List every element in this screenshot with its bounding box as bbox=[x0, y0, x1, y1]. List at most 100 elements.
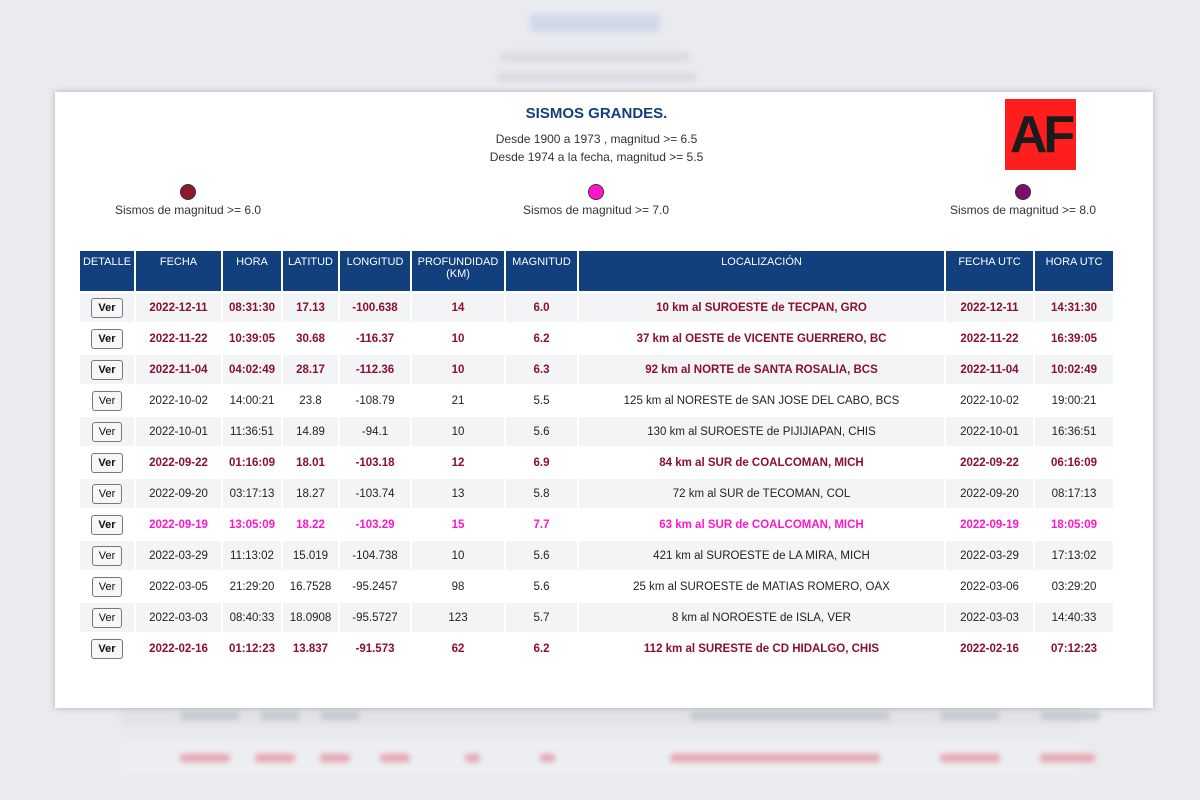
ver-button[interactable]: Ver bbox=[91, 390, 123, 411]
longitude-cell: -104.738 bbox=[340, 541, 410, 570]
magnitude-cell: 6.2 bbox=[506, 634, 577, 663]
ver-button[interactable]: Ver bbox=[91, 607, 123, 628]
longitude-cell: -91.573 bbox=[340, 634, 410, 663]
longitude-cell: -103.74 bbox=[340, 479, 410, 508]
table-body: Ver 2022-12-11 08:31:30 17.13 -100.638 14 6.0 1… bbox=[80, 293, 1113, 663]
table-row: Ver 2022-11-04 04:02:49 28.17 -112.36 10 6.3 92… bbox=[80, 355, 1113, 384]
ver-button[interactable]: Ver bbox=[91, 514, 123, 535]
latitude-cell: 18.0908 bbox=[283, 603, 338, 632]
latitude-cell: 18.01 bbox=[283, 448, 338, 477]
detail-cell: Ver bbox=[80, 572, 134, 601]
ver-button[interactable]: Ver bbox=[91, 638, 123, 659]
col-header: LONGITUD bbox=[340, 251, 410, 291]
utc-time-cell: 07:12:23 bbox=[1035, 634, 1113, 663]
time-cell: 04:02:49 bbox=[223, 355, 281, 384]
table-row: Ver 2022-09-20 03:17:13 18.27 -103.74 13 5.8 72… bbox=[80, 479, 1113, 508]
table-row: Ver 2022-10-02 14:00:21 23.8 -108.79 21 5.5 125… bbox=[80, 386, 1113, 415]
ver-button[interactable]: Ver bbox=[91, 483, 123, 504]
ver-button[interactable]: Ver bbox=[91, 328, 123, 349]
time-cell: 21:29:20 bbox=[223, 572, 281, 601]
table-row: Ver 2022-03-05 21:29:20 16.7528 -95.2457 98 5.… bbox=[80, 572, 1113, 601]
depth-cell: 15 bbox=[412, 510, 504, 539]
table-row: Ver 2022-09-19 13:05:09 18.22 -103.29 15 7.7 63… bbox=[80, 510, 1113, 539]
longitude-cell: -95.5727 bbox=[340, 603, 410, 632]
detail-cell: Ver bbox=[80, 417, 134, 446]
table-row: Ver 2022-03-03 08:40:33 18.0908 -95.5727 123 5… bbox=[80, 603, 1113, 632]
legend-dot-icon bbox=[588, 184, 604, 200]
location-cell: 10 km al SUROESTE de TECPAN, GRO bbox=[579, 293, 944, 322]
magnitude-cell: 5.5 bbox=[506, 386, 577, 415]
location-cell: 84 km al SUR de COALCOMAN, MICH bbox=[579, 448, 944, 477]
col-header: FECHA UTC bbox=[946, 251, 1033, 291]
utc-time-cell: 03:29:20 bbox=[1035, 572, 1113, 601]
longitude-cell: -100.638 bbox=[340, 293, 410, 322]
detail-cell: Ver bbox=[80, 603, 134, 632]
legend-mag-8: Sismos de magnitud >= 8.0 bbox=[948, 184, 1098, 217]
utc-date-cell: 2022-10-01 bbox=[946, 417, 1033, 446]
latitude-cell: 30.68 bbox=[283, 324, 338, 353]
longitude-cell: -108.79 bbox=[340, 386, 410, 415]
earthquake-panel: AF SISMOS GRANDES. Desde 1900 a 1973 , m… bbox=[55, 92, 1153, 708]
location-cell: 72 km al SUR de TECOMAN, COL bbox=[579, 479, 944, 508]
ver-button[interactable]: Ver bbox=[91, 359, 123, 380]
date-cell: 2022-09-19 bbox=[136, 510, 221, 539]
utc-date-cell: 2022-12-11 bbox=[946, 293, 1033, 322]
utc-date-cell: 2022-11-22 bbox=[946, 324, 1033, 353]
legend-label: Sismos de magnitud >= 6.0 bbox=[114, 203, 262, 217]
detail-cell: Ver bbox=[80, 510, 134, 539]
time-cell: 10:39:05 bbox=[223, 324, 281, 353]
longitude-cell: -112.36 bbox=[340, 355, 410, 384]
page-title: SISMOS GRANDES. bbox=[525, 105, 668, 122]
location-cell: 37 km al OESTE de VICENTE GUERRERO, BC bbox=[579, 324, 944, 353]
ver-button[interactable]: Ver bbox=[91, 297, 123, 318]
depth-cell: 10 bbox=[412, 355, 504, 384]
ver-button[interactable]: Ver bbox=[91, 545, 123, 566]
utc-time-cell: 19:00:21 bbox=[1035, 386, 1113, 415]
longitude-cell: -103.29 bbox=[340, 510, 410, 539]
latitude-cell: 18.27 bbox=[283, 479, 338, 508]
depth-cell: 10 bbox=[412, 541, 504, 570]
time-cell: 01:12:23 bbox=[223, 634, 281, 663]
utc-date-cell: 2022-09-20 bbox=[946, 479, 1033, 508]
table-header-row: DETALLE FECHA HORA LATITUD LONGITUD PROF… bbox=[80, 251, 1113, 291]
longitude-cell: -116.37 bbox=[340, 324, 410, 353]
earthquake-table: DETALLE FECHA HORA LATITUD LONGITUD PROF… bbox=[78, 249, 1115, 665]
date-cell: 2022-11-04 bbox=[136, 355, 221, 384]
magnitude-cell: 7.7 bbox=[506, 510, 577, 539]
time-cell: 01:16:09 bbox=[223, 448, 281, 477]
depth-cell: 12 bbox=[412, 448, 504, 477]
longitude-cell: -103.18 bbox=[340, 448, 410, 477]
location-cell: 92 km al NORTE de SANTA ROSALIA, BCS bbox=[579, 355, 944, 384]
location-cell: 130 km al SUROESTE de PIJIJIAPAN, CHIS bbox=[579, 417, 944, 446]
time-cell: 11:36:51 bbox=[223, 417, 281, 446]
subtitle-2: Desde 1974 a la fecha, magnitud >= 5.5 bbox=[489, 150, 704, 164]
table-row: Ver 2022-12-11 08:31:30 17.13 -100.638 14 6.0 1… bbox=[80, 293, 1113, 322]
date-cell: 2022-02-16 bbox=[136, 634, 221, 663]
date-cell: 2022-03-05 bbox=[136, 572, 221, 601]
ver-button[interactable]: Ver bbox=[91, 452, 123, 473]
depth-cell: 123 bbox=[412, 603, 504, 632]
latitude-cell: 23.8 bbox=[283, 386, 338, 415]
table-row: Ver 2022-10-01 11:36:51 14.89 -94.1 10 5.6 130 … bbox=[80, 417, 1113, 446]
detail-cell: Ver bbox=[80, 479, 134, 508]
magnitude-cell: 5.7 bbox=[506, 603, 577, 632]
latitude-cell: 18.22 bbox=[283, 510, 338, 539]
utc-date-cell: 2022-10-02 bbox=[946, 386, 1033, 415]
legend-dot-icon bbox=[180, 184, 196, 200]
magnitude-cell: 5.6 bbox=[506, 572, 577, 601]
ver-button[interactable]: Ver bbox=[91, 421, 123, 442]
magnitude-cell: 5.6 bbox=[506, 417, 577, 446]
col-header: MAGNITUD bbox=[506, 251, 577, 291]
utc-date-cell: 2022-02-16 bbox=[946, 634, 1033, 663]
col-header: LOCALIZACIÓN bbox=[579, 251, 944, 291]
date-cell: 2022-03-29 bbox=[136, 541, 221, 570]
time-cell: 08:40:33 bbox=[223, 603, 281, 632]
utc-time-cell: 14:40:33 bbox=[1035, 603, 1113, 632]
depth-cell: 62 bbox=[412, 634, 504, 663]
ver-button[interactable]: Ver bbox=[91, 576, 123, 597]
magnitude-cell: 6.2 bbox=[506, 324, 577, 353]
utc-time-cell: 18:05:09 bbox=[1035, 510, 1113, 539]
legend-label: Sismos de magnitud >= 8.0 bbox=[949, 203, 1097, 217]
depth-cell: 14 bbox=[412, 293, 504, 322]
